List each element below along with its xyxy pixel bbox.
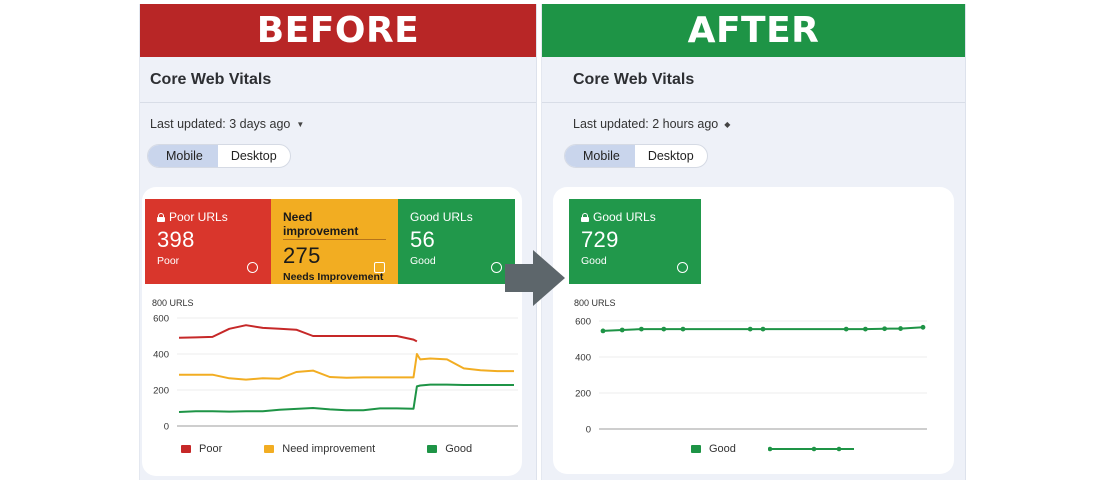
lock-icon [157,212,165,222]
tile-sub: Good [581,255,607,267]
legend-label: Need improvement [282,443,376,455]
before-panel: BEFORE Core Web Vitals Last updated: 3 d… [139,4,537,480]
before-banner: BEFORE [140,4,536,57]
caret-down-icon: ▼ [296,119,305,129]
chart-legend: Good [691,443,858,455]
device-toggle: Mobile Desktop [147,144,291,168]
last-updated-text: Last updated: 3 days ago [150,117,291,131]
tile-value: 56 [410,227,436,252]
lock-icon [581,212,589,222]
svg-text:200: 200 [153,386,169,397]
tab-desktop[interactable]: Desktop [647,149,694,163]
tile-value: 275 [283,243,321,268]
svg-text:600: 600 [575,317,591,328]
tile-sub: Needs Improvement [283,271,384,283]
vitals-card: Good URLs 729 Good 800 URLS 0 200 400 600 G… [553,187,954,474]
legend-swatch-icon [427,445,438,453]
tile-sub: Poor [157,255,180,267]
legend-item-good[interactable]: Good [691,443,736,455]
tile-poor-urls[interactable]: Poor URLs 398 Poor [145,199,271,284]
last-updated-dropdown[interactable]: Last updated: 3 days ago ▼ [140,117,536,131]
legend-label: Poor [199,443,223,455]
open-details-icon[interactable] [677,262,688,273]
tile-label: Need improvement [283,210,386,240]
tile-label: Good URLs [593,210,656,224]
svg-text:0: 0 [164,422,169,433]
open-details-icon[interactable] [374,262,385,273]
chart-unit-label: 800 URLS [152,298,194,308]
tile-sub: Good [410,255,436,267]
tile-label: Poor URLs [169,210,228,224]
tile-label: Good URLs [410,210,473,224]
chart-legend: Poor Need improvement Good [181,443,514,455]
tab-mobile[interactable]: Mobile [148,145,218,167]
svg-text:200: 200 [575,389,591,400]
svg-text:600: 600 [153,314,169,325]
legend-item-poor[interactable]: Poor [181,443,222,455]
legend-swatch-icon [264,445,275,453]
open-details-icon[interactable] [247,262,258,273]
status-tiles: Good URLs 729 Good [569,199,701,284]
tile-good-urls[interactable]: Good URLs 56 Good [398,199,515,284]
last-updated-text: Last updated: 2 hours ago [573,117,719,131]
last-updated-dropdown[interactable]: Last updated: 2 hours ago ◆ [542,117,965,131]
legend-item-good[interactable]: Good [427,443,472,455]
after-banner: AFTER [542,4,965,57]
status-tiles: Poor URLs 398 Poor Need improvement 275 … [145,199,515,284]
tile-good-urls[interactable]: Good URLs 729 Good [569,199,701,284]
arrow-right-icon [505,250,565,306]
tile-need-improvement[interactable]: Need improvement 275 Needs Improvement [271,199,398,284]
legend-label: Good [445,443,473,455]
legend-label: Good [709,443,736,455]
legend-line-marker-icon [767,446,854,452]
legend-swatch-icon [181,445,191,453]
before-line-chart: 0 200 400 600 [153,314,518,433]
tab-desktop[interactable]: Desktop [230,149,277,163]
vitals-card: Poor URLs 398 Poor Need improvement 275 … [142,187,522,476]
tile-value: 729 [581,227,619,252]
svg-text:0: 0 [586,425,591,436]
chart-unit-label: 800 URLS [574,298,616,308]
page-title: Core Web Vitals [542,57,965,103]
svg-text:400: 400 [153,350,169,361]
caret-down-icon: ◆ [724,119,731,129]
svg-text:400: 400 [575,353,591,364]
tile-value: 398 [157,227,195,252]
legend-swatch-icon [691,445,701,453]
page-title: Core Web Vitals [140,57,536,103]
after-panel: AFTER Core Web Vitals Last updated: 2 ho… [541,4,966,480]
tab-mobile[interactable]: Mobile [565,145,635,167]
open-details-icon[interactable] [491,262,502,273]
device-toggle: Mobile Desktop [564,144,708,168]
legend-item-need-improvement[interactable]: Need improvement [264,443,375,455]
after-line-chart: 0 200 400 600 [575,317,927,436]
